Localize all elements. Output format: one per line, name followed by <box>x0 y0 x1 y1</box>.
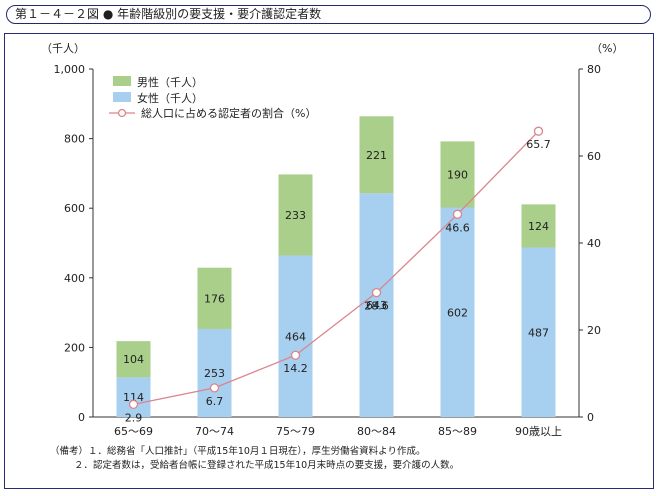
line-ratio <box>133 130 539 406</box>
bar-male <box>359 116 394 194</box>
line-point-label: 65.7 <box>526 138 551 151</box>
line-point <box>290 350 301 360</box>
bar-label-female: 643 <box>366 299 387 312</box>
bar-label-male: 176 <box>204 292 225 305</box>
bar-male <box>197 267 232 329</box>
bar-label-male: 190 <box>447 168 468 181</box>
legend-swatch-female <box>113 92 131 102</box>
chart-frame: 0 200 400 600 800 1,000 0 20 40 60 80 （千人） （%） 114 104… <box>4 33 654 489</box>
legend-marker-ratio <box>117 108 127 118</box>
line-point <box>452 209 463 219</box>
bar-male <box>278 174 313 256</box>
line-point-label: 14.2 <box>283 362 308 375</box>
y-tick-label-right: 20 <box>587 324 601 337</box>
x-tick-label: 65〜69 <box>114 425 153 438</box>
bar-female <box>521 247 556 417</box>
y-axis-label-left: （千人） <box>41 42 85 55</box>
line-point-label: 2.9 <box>125 411 143 424</box>
bar-female <box>197 328 232 417</box>
y-tick-label-left: 600 <box>64 202 85 215</box>
line-point-label: 46.6 <box>445 221 470 234</box>
y-tick-label-right: 80 <box>587 63 601 76</box>
note-1: （備考）１．総務省「人口推計」（平成15年10月１日現在），厚生労働省資料より作… <box>50 446 426 457</box>
note-2: ２．認定者数は，受給者台帳に登録された平成15年10月末時点の要支援，要介護の人… <box>74 460 460 471</box>
y-tick-label-left: 800 <box>64 133 85 146</box>
y-axis-label-right: （%） <box>591 42 623 55</box>
x-tick-label: 85〜89 <box>438 425 477 438</box>
bar-female <box>116 377 151 417</box>
y-tick-label-left: 1,000 <box>54 63 86 76</box>
bar-label-female: 464 <box>285 330 306 343</box>
legend-label-male: 男性（千人） <box>137 75 203 89</box>
line-point-label: 28.6 <box>364 300 389 313</box>
bar-label-male: 221 <box>366 149 387 162</box>
y-tick-label-right: 60 <box>587 150 601 163</box>
bar-male <box>521 204 556 248</box>
bar-male <box>440 141 475 208</box>
legend-swatch-male <box>113 76 131 86</box>
x-tick-label: 75〜79 <box>276 425 315 438</box>
x-tick-label: 90歳以上 <box>515 425 562 438</box>
y-tick-label-left: 200 <box>64 341 85 354</box>
y-tick-label-left: 400 <box>64 272 85 285</box>
x-tick-label: 80〜84 <box>357 425 396 438</box>
bar-male <box>116 341 151 378</box>
y-tick-label-right: 0 <box>587 411 594 424</box>
bar-label-female: 602 <box>447 306 468 319</box>
line-point <box>209 383 220 393</box>
line-point-label: 6.7 <box>206 395 224 408</box>
x-tick-label: 70〜74 <box>195 425 234 438</box>
figure-title: 第１－４－２図 ● 年齢階級別の要支援・要介護認定者数 <box>6 5 651 24</box>
legend-label-female: 女性（千人） <box>137 91 203 105</box>
line-point <box>128 399 139 410</box>
bar-label-male: 233 <box>285 209 306 222</box>
bar-female <box>278 255 313 417</box>
bar-label-male: 124 <box>528 220 549 233</box>
bar-female <box>359 193 394 417</box>
bar-female <box>440 207 475 417</box>
chart: 0 200 400 600 800 1,000 0 20 40 60 80 （千人） （%） 114 104… <box>41 42 623 438</box>
bar-label-male: 104 <box>123 353 144 366</box>
bar-label-female: 253 <box>204 367 225 380</box>
y-tick-label-left: 0 <box>78 411 85 424</box>
line-point <box>533 126 544 136</box>
legend-label-ratio: 総人口に占める認定者の割合（%） <box>141 106 316 120</box>
bar-label-female: 487 <box>528 326 549 339</box>
y-tick-label-right: 40 <box>587 237 601 250</box>
bar-label-female: 114 <box>123 391 144 404</box>
line-point <box>371 287 382 298</box>
notes: （備考）１．総務省「人口推計」（平成15年10月１日現在），厚生労働省資料より作… <box>50 445 459 473</box>
